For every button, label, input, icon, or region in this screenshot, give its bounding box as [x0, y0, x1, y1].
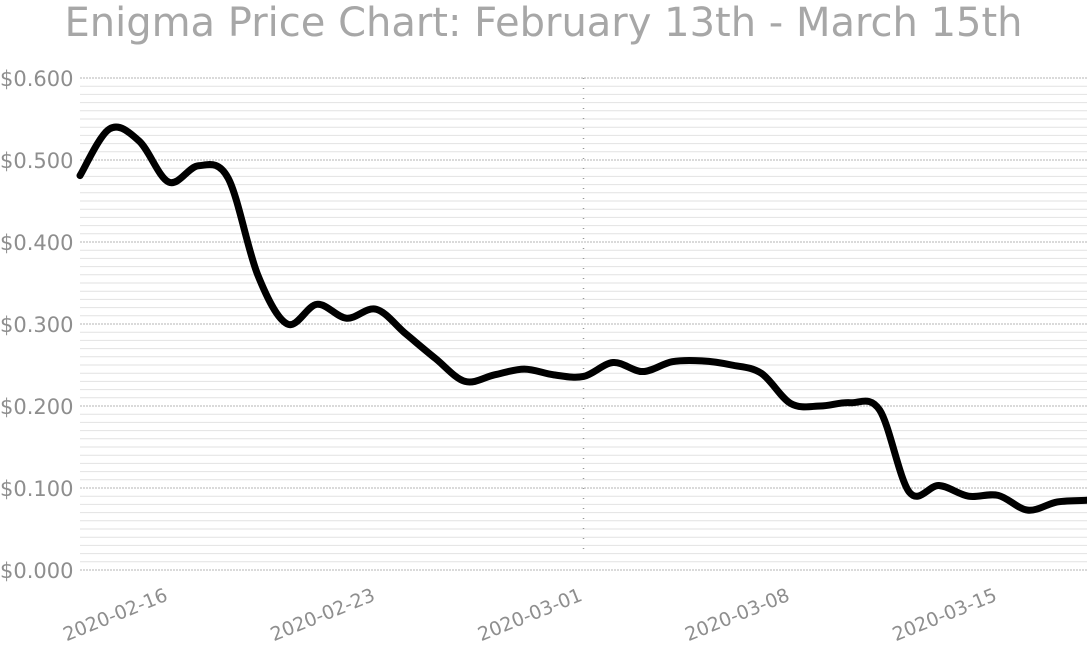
y-tick-label: $0.400	[0, 231, 73, 255]
y-tick-label: $0.600	[0, 67, 73, 91]
price-line	[76, 123, 1087, 514]
x-tick-label: 2020-02-23	[267, 584, 378, 646]
x-tick-label: 2020-03-01	[475, 584, 586, 646]
x-tick-label: 2020-02-16	[60, 584, 171, 646]
y-tick-label: $0.200	[0, 395, 73, 419]
x-tick-label: 2020-03-15	[889, 584, 1000, 646]
y-tick-label: $0.500	[0, 149, 73, 173]
x-tick-label: 2020-03-08	[682, 584, 793, 646]
y-tick-label: $0.300	[0, 313, 73, 337]
y-tick-label: $0.100	[0, 477, 73, 501]
y-tick-label: $0.000	[0, 559, 73, 583]
chart-title: Enigma Price Chart: February 13th - Marc…	[64, 0, 1023, 46]
